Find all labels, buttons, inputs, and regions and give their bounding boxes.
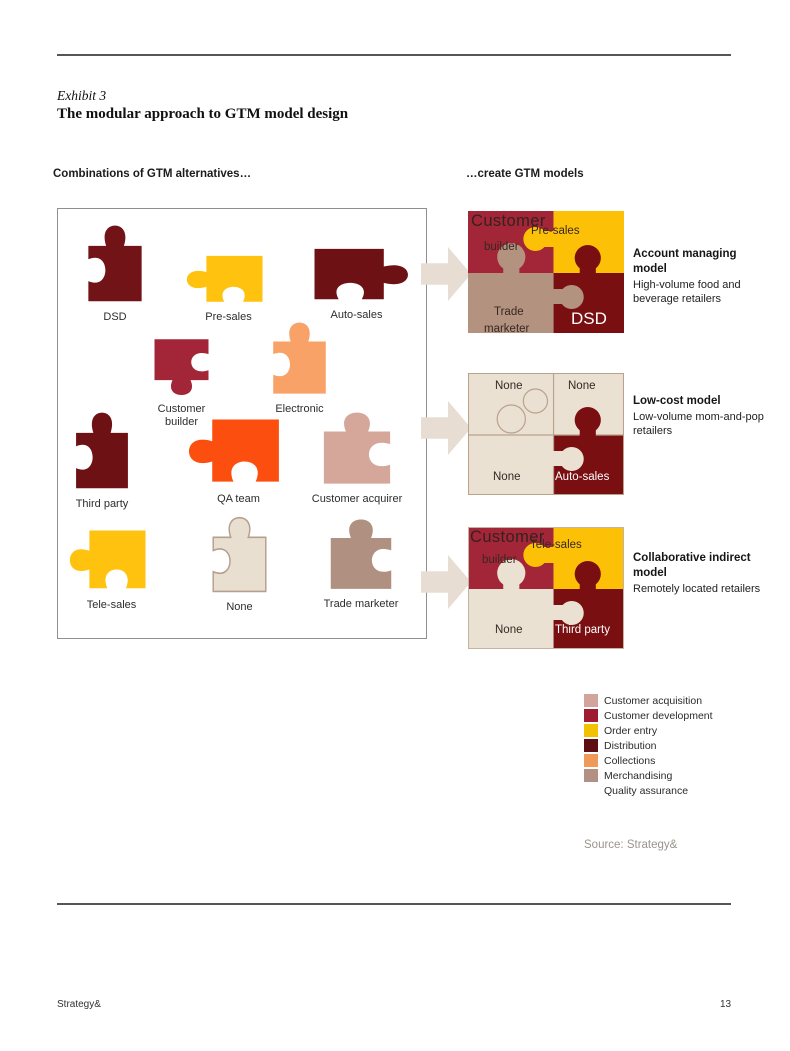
legend-label: Quality assurance (604, 784, 689, 797)
legend-label: Collections (604, 754, 656, 767)
left-column-header: Combinations of GTM alternatives… (53, 168, 252, 180)
legend-row: Quality assurance (584, 784, 713, 797)
piece-label: None (226, 601, 253, 613)
legend-swatch (584, 724, 598, 737)
legend-row: Order entry (584, 724, 713, 737)
legend-row: Customer development (584, 709, 713, 722)
puzzle-piece-customer-builder: Customer builder (144, 338, 219, 429)
piece-label: DSD (103, 311, 127, 323)
legend: Customer acquisition Customer developmen… (584, 694, 713, 799)
quadrant-label: Tele-sales (530, 539, 582, 551)
quadrant-label: DSD (571, 309, 607, 328)
puzzle-piece-qa-team: QA team (188, 406, 289, 506)
legend-swatch (584, 739, 598, 752)
puzzle-piece-third-party: Third party (66, 411, 138, 511)
footer-brand: Strategy& (57, 999, 101, 1010)
quadrant-label: Customer (470, 528, 545, 546)
legend-swatch (584, 709, 598, 722)
page-number: 13 (720, 999, 732, 1010)
puzzle-piece-electronic: Electronic (263, 321, 336, 416)
puzzle-piece-pre-sales: Pre-sales (186, 246, 271, 324)
quadrant-label: Auto-sales (555, 471, 610, 483)
source-note: Source: Strategy& (584, 839, 678, 851)
exhibit-label: Exhibit 3 (57, 88, 107, 103)
legend-swatch (584, 754, 598, 767)
quadrant-label: None (495, 624, 523, 636)
model-name: Collaborative indirect model (633, 552, 751, 579)
legend-label: Distribution (604, 739, 657, 752)
quadrant-label: marketer (484, 323, 530, 335)
model-collaborative-indirect: Customer builder Tele-sales None Third p… (468, 527, 624, 649)
model-name: Low-cost model (633, 395, 721, 407)
quadrant-label: Pre-sales (531, 225, 580, 237)
arrow-right-icon (421, 401, 471, 455)
puzzle-piece-none: None (203, 516, 276, 614)
model-low-cost: None None None Auto-sales (468, 373, 624, 495)
puzzle-piece-trade-marketer: Trade marketer (319, 518, 403, 611)
legend-row: Merchandising (584, 769, 713, 782)
arrow-right-icon (421, 247, 471, 301)
piece-label: Auto-sales (330, 309, 383, 321)
legend-label: Customer acquisition (604, 694, 703, 707)
model-account-managing: Customer builder Pre-sales Trade markete… (468, 211, 624, 335)
page-title: The modular approach to GTM model design (57, 106, 349, 122)
piece-label: Trade marketer (323, 598, 399, 610)
model-description: Account managing model High-volume food … (633, 247, 765, 306)
piece-label: Pre-sales (205, 311, 252, 323)
top-rule (57, 54, 731, 56)
quadrant-label: builder (482, 554, 517, 566)
arrow-right-icon (421, 555, 471, 609)
assembled-puzzle (468, 211, 624, 333)
legend-row: Distribution (584, 739, 713, 752)
puzzle-piece-tele-sales: Tele-sales (69, 518, 154, 612)
gtm-alternatives-panel: DSD Pre-sales Auto-sales Customer builde… (57, 208, 427, 639)
puzzle-piece-auto-sales: Auto-sales (304, 238, 409, 322)
right-column-header: …create GTM models (466, 168, 584, 180)
assembled-puzzle (468, 373, 624, 495)
model-description: Low-cost model Low-volume mom-and-pop re… (633, 394, 765, 439)
model-description: Collaborative indirect model Remotely lo… (633, 551, 765, 596)
legend-swatch (584, 694, 598, 707)
piece-label: Customer builder (157, 403, 206, 428)
puzzle-piece-customer-acquirer: Customer acquirer (311, 411, 403, 506)
quadrant-label: Trade (494, 306, 524, 318)
legend-swatch (584, 784, 598, 797)
quadrant-label: None (568, 380, 596, 392)
quadrant-label: None (495, 380, 523, 392)
model-detail: Remotely located retailers (633, 582, 761, 595)
legend-row: Customer acquisition (584, 694, 713, 707)
legend-swatch (584, 769, 598, 782)
piece-label: Tele-sales (86, 599, 137, 611)
quadrant-label: None (493, 471, 521, 483)
piece-label: QA team (217, 493, 260, 505)
piece-label: Third party (75, 498, 129, 510)
quadrant-label: Third party (555, 624, 610, 636)
puzzle-piece-dsd: DSD (78, 224, 152, 324)
model-detail: High-volume food and beverage retailers (633, 278, 741, 306)
bottom-rule (57, 903, 731, 905)
legend-label: Customer development (604, 709, 713, 722)
legend-row: Collections (584, 754, 713, 767)
quadrant-label: Customer (471, 212, 546, 230)
assembled-puzzle (468, 527, 624, 649)
legend-label: Merchandising (604, 769, 673, 782)
piece-label: Customer acquirer (311, 493, 403, 505)
model-name: Account managing model (633, 248, 737, 275)
model-detail: Low-volume mom-and-pop retailers (633, 410, 764, 438)
legend-label: Order entry (604, 724, 658, 737)
quadrant-label: builder (484, 241, 519, 253)
piece-label: Electronic (275, 403, 324, 415)
